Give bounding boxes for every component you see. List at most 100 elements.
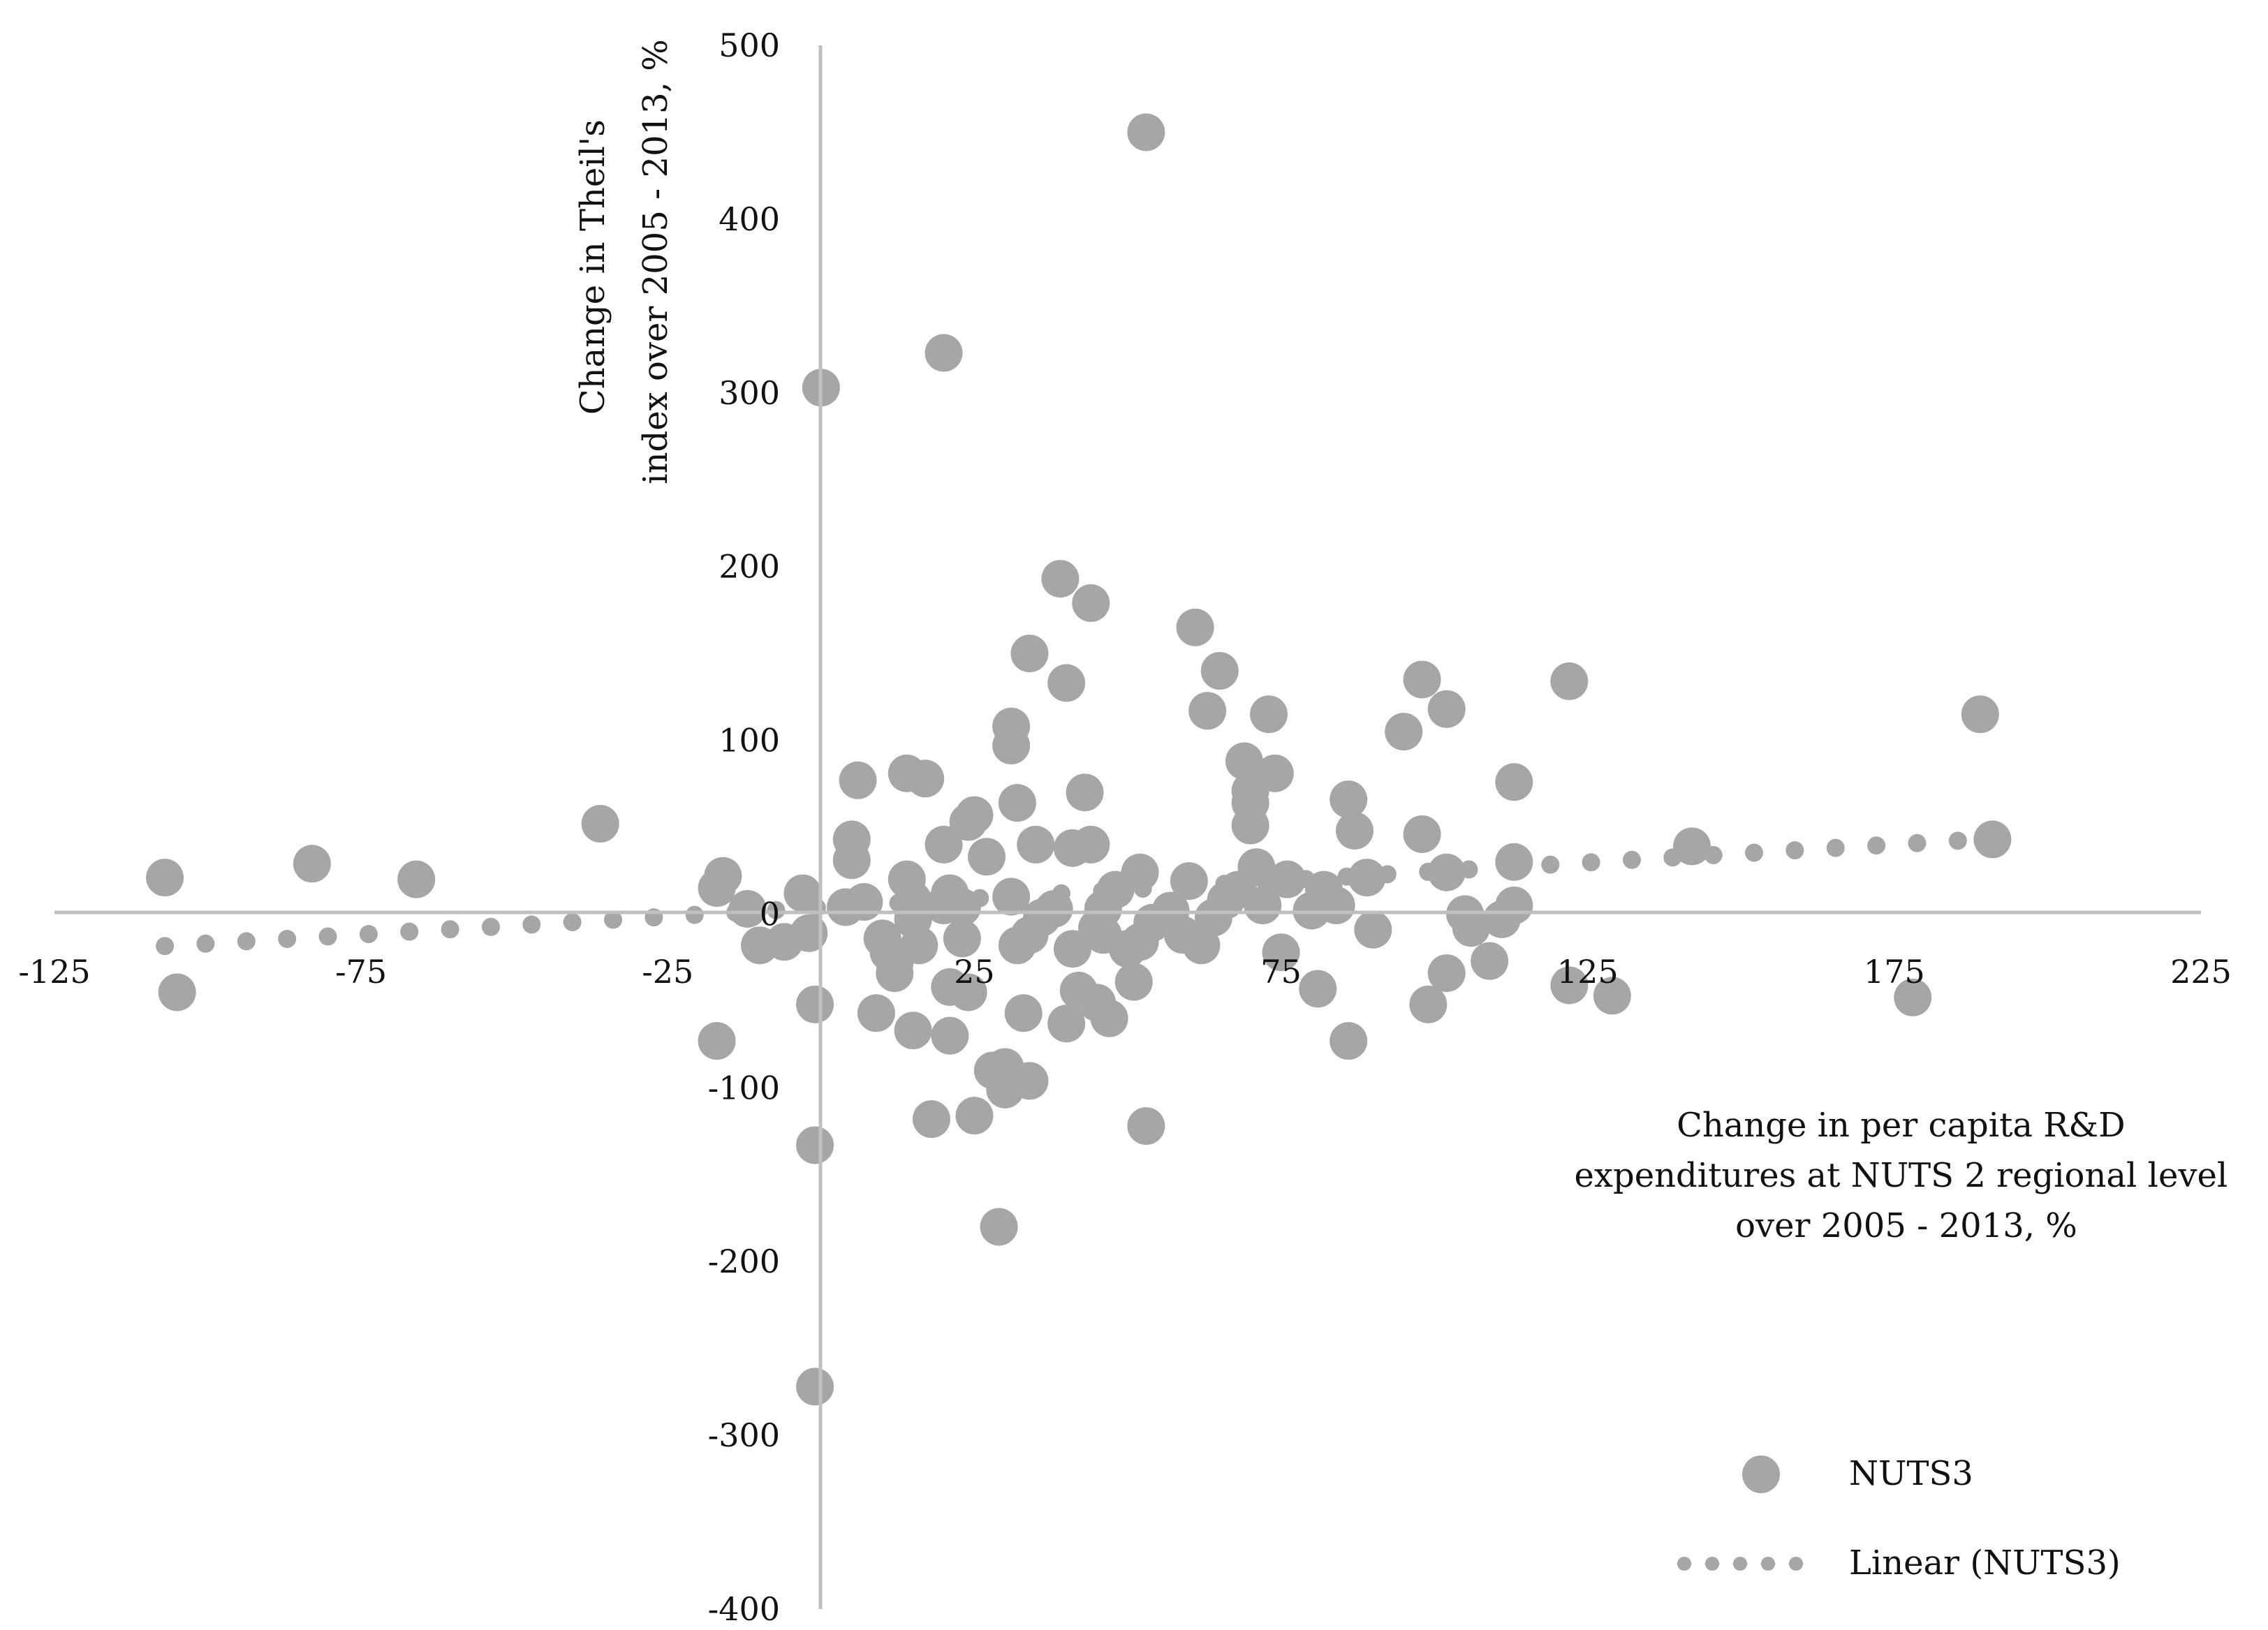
data-point <box>1427 690 1466 728</box>
data-point <box>1017 825 1055 864</box>
data-point <box>581 805 619 843</box>
data-point <box>839 761 877 799</box>
data-point <box>1673 827 1711 866</box>
data-point <box>943 888 981 926</box>
data-point <box>931 1016 969 1055</box>
data-point <box>704 857 742 895</box>
x-tick-label: -125 <box>18 953 90 991</box>
x-tick-label: -75 <box>335 953 387 991</box>
data-point <box>949 973 987 1012</box>
data-point <box>1452 909 1490 947</box>
data-point <box>955 1097 994 1135</box>
x-tick-label: 75 <box>1260 953 1302 991</box>
data-point <box>1262 933 1300 972</box>
trendline-dot <box>481 917 500 936</box>
data-point <box>158 973 196 1012</box>
data-point <box>1256 754 1294 792</box>
trendline-dot <box>318 927 337 946</box>
data-point <box>1114 963 1153 1001</box>
y-tick-label: 300 <box>719 374 780 412</box>
data-point <box>832 841 871 880</box>
trendline-dot <box>767 901 786 919</box>
trendline-dot <box>685 905 704 924</box>
trendline-dot <box>278 929 297 948</box>
data-point <box>1170 862 1208 901</box>
data-point <box>1127 113 1165 151</box>
data-point <box>1550 966 1589 1005</box>
data-point <box>857 994 895 1032</box>
data-point <box>906 760 945 798</box>
data-point <box>1225 742 1263 780</box>
data-point <box>1237 848 1276 887</box>
x-tick-label: 225 <box>2170 953 2232 991</box>
data-point <box>1348 859 1386 897</box>
data-point <box>1471 942 1509 980</box>
data-point <box>397 860 436 898</box>
data-point <box>1495 843 1533 881</box>
trendline-dot <box>1826 838 1845 857</box>
data-point <box>698 1022 736 1060</box>
data-point <box>1004 994 1043 1032</box>
x-tick-label: 125 <box>1557 953 1619 991</box>
data-point <box>1047 1005 1086 1043</box>
data-point <box>845 883 883 921</box>
data-point <box>1250 695 1288 734</box>
data-point <box>1335 811 1374 850</box>
axes <box>54 45 2201 1609</box>
y-tick-label: -200 <box>708 1243 780 1280</box>
data-point <box>1010 1062 1049 1100</box>
points-layer <box>146 113 2012 1406</box>
trendline-dot <box>1582 853 1600 872</box>
y-axis-title-line-1: Change in Theil's <box>573 119 612 415</box>
trendline-dot <box>1908 833 1927 852</box>
data-point <box>1010 635 1049 673</box>
data-point <box>1354 910 1392 949</box>
data-point <box>1403 660 1441 699</box>
data-point <box>1495 763 1533 801</box>
data-point <box>1244 887 1282 924</box>
trendline-dot <box>237 932 256 951</box>
trendline-dot <box>156 937 175 956</box>
legend-marker-nuts3 <box>1742 1455 1780 1493</box>
x-axis-title-line-2: expenditures at NUTS 2 regional level <box>1575 1156 2228 1195</box>
trendline-dot <box>522 915 541 934</box>
data-point <box>925 825 963 864</box>
y-tick-label: 100 <box>719 722 780 760</box>
trendline-dot <box>604 910 623 929</box>
trendline-dot <box>1785 841 1804 860</box>
x-axis-title-line-1: Change in per capita R&D <box>1677 1106 2126 1145</box>
data-point <box>1268 860 1306 898</box>
data-point <box>925 334 963 372</box>
data-point <box>1403 815 1441 853</box>
data-point <box>900 926 938 965</box>
data-point <box>1127 1107 1165 1146</box>
trendline-dot <box>1622 850 1641 869</box>
legend-marker-linear <box>1677 1557 1803 1571</box>
data-point <box>790 914 828 952</box>
data-point <box>293 845 331 883</box>
x-axis-title-line-3: over 2005 - 2013, % <box>1735 1206 2077 1245</box>
trendline-dot <box>196 934 215 953</box>
data-point <box>943 919 981 958</box>
data-point <box>1090 999 1128 1037</box>
data-point <box>912 1100 950 1139</box>
data-point <box>1495 887 1533 924</box>
data-point <box>1330 1022 1368 1060</box>
legend: NUTS3 Linear (NUTS3) <box>1677 1454 2121 1583</box>
x-tick-labels: -125 -75 -25 25 75 125 175 225 <box>18 953 2232 991</box>
data-point <box>1047 664 1086 702</box>
data-point <box>1041 560 1080 598</box>
x-tick-label: -25 <box>642 953 693 991</box>
data-point <box>998 784 1036 822</box>
data-point <box>1121 853 1159 891</box>
legend-label-linear: Linear (NUTS3) <box>1849 1543 2121 1583</box>
data-point <box>1317 887 1355 924</box>
x-tick-label: 25 <box>954 953 995 991</box>
trendline-dot <box>441 920 459 939</box>
trendline-dot <box>1541 855 1560 874</box>
trendline-dot <box>400 922 419 941</box>
data-point <box>1176 608 1214 646</box>
trendline-dot <box>1948 831 1967 850</box>
x-tick-label: 175 <box>1864 953 1925 991</box>
y-tick-label: 200 <box>719 548 780 586</box>
